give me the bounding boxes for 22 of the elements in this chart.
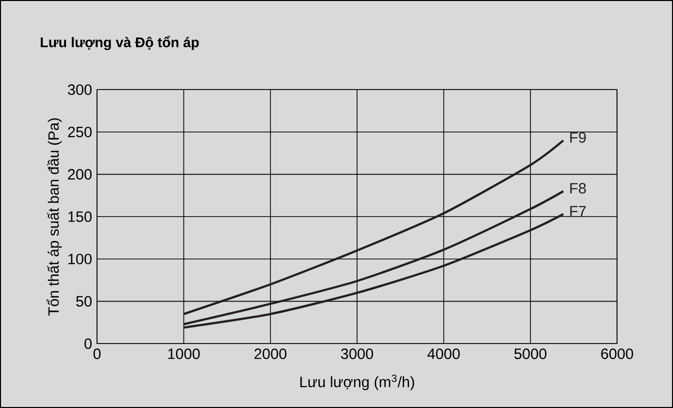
y-tick-label: 250	[68, 126, 92, 138]
line-series	[182, 139, 564, 316]
y-axis-title: Tổn thất áp suất ban đầu (Pa)	[46, 118, 62, 316]
y-tick-label: 200	[68, 169, 92, 180]
x-tick-label: 4000	[427, 348, 460, 360]
x-tick-label: 3000	[341, 348, 374, 360]
y-tick-label: 150	[68, 211, 92, 222]
x-tick-label: 0	[93, 348, 101, 360]
chart-title: Lưu lượng và Độ tổn áp	[40, 36, 199, 50]
x-tick-label: 2000	[254, 348, 286, 360]
y-tick-label: 300	[68, 84, 92, 95]
x-tick-label: 6000	[601, 348, 634, 360]
y-tick-label: 0	[84, 338, 92, 349]
y-tick-label: 100	[68, 254, 92, 264]
series-label: F7	[570, 206, 586, 216]
x-tick-label: 1000	[168, 348, 200, 360]
series-label: F8	[570, 182, 586, 194]
series-label: F9	[570, 132, 586, 143]
line-series	[182, 190, 564, 326]
y-tick-label: 50	[76, 296, 92, 307]
x-tick-label: 5000	[514, 348, 546, 360]
x-axis-title: Lưu lượng (m$^{3}$/h)	[300, 374, 414, 390]
